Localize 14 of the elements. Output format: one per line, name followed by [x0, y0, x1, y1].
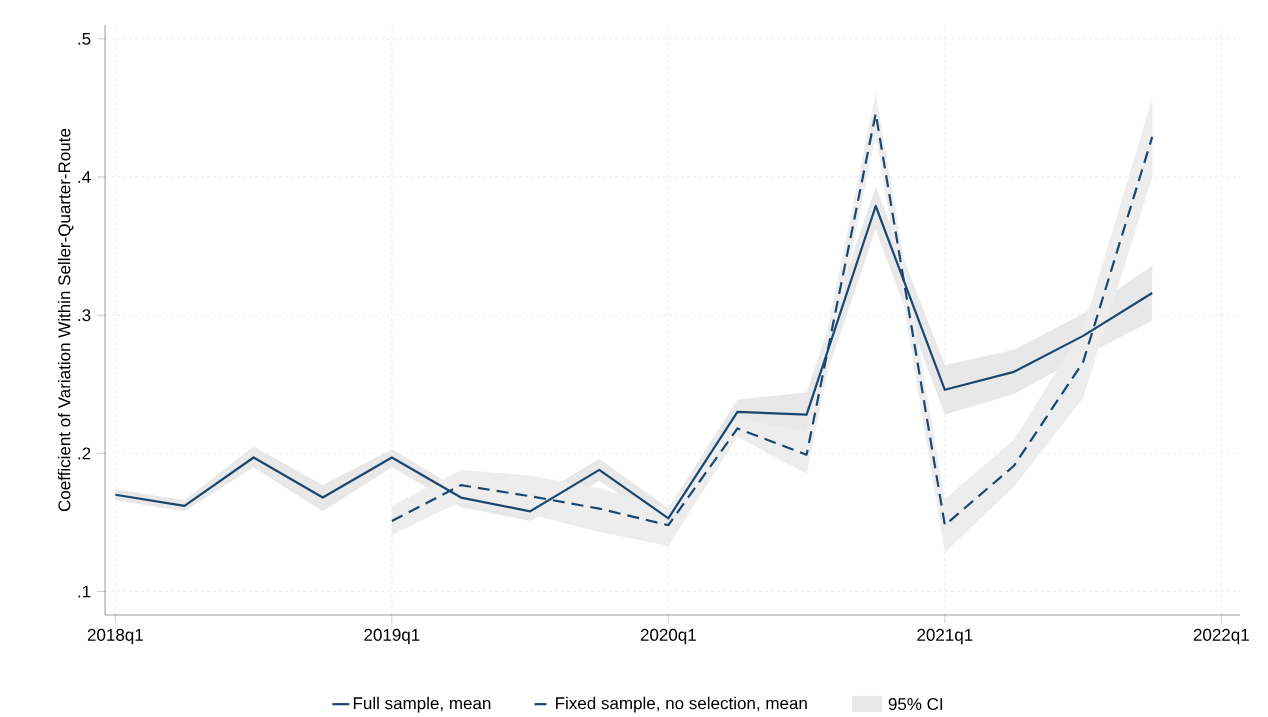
y-tick-label: .2: [78, 447, 91, 460]
y-tick-label: .5: [78, 32, 91, 45]
x-tick-label: 2022q1: [1193, 628, 1249, 645]
x-tick-label: 2020q1: [640, 628, 696, 645]
y-tick-label: .3: [78, 309, 91, 322]
x-tick-label: 2019q1: [364, 628, 420, 645]
x-tick-label: 2018q1: [87, 628, 143, 645]
legend-label: Full sample, mean: [353, 696, 491, 713]
y-tick-label: .4: [78, 171, 91, 183]
legend-label: Fixed sample, no selection, mean: [556, 696, 807, 713]
text: 95% CI: [888, 698, 943, 711]
x-tick-label: 2021q1: [917, 628, 973, 645]
y-tick-label: .1: [78, 585, 91, 598]
y-axis-title: Coefficient of Variation Within Seller-Quarter-Route: [57, 128, 74, 512]
